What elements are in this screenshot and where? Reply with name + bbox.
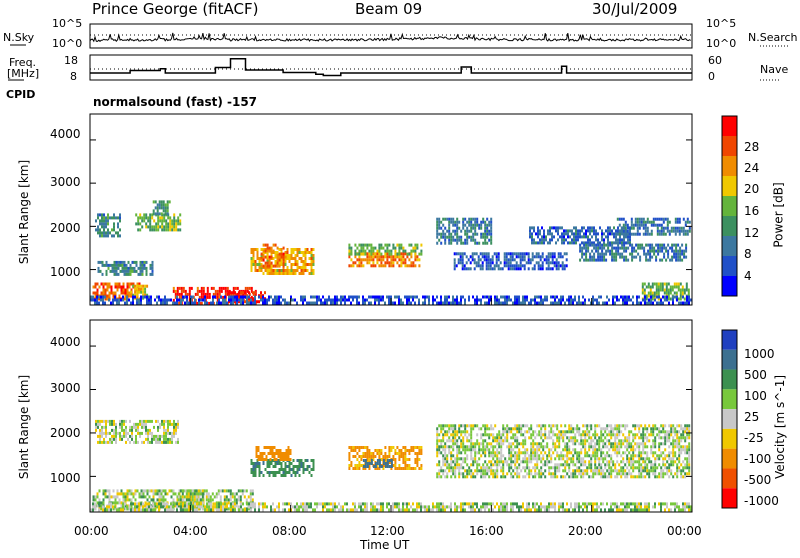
- power-ytick-4000: 4000: [50, 127, 81, 141]
- xtick-1600: 16:00: [469, 524, 504, 538]
- velocity-colorbar-swatch: [722, 330, 737, 350]
- beam-title: Beam 09: [355, 0, 422, 18]
- velocity-cb-tick-500: 500: [744, 368, 767, 382]
- velocity-colorbar-swatch: [722, 409, 737, 429]
- freq-tick-high: 18: [64, 54, 78, 67]
- freq-panel-frame: [90, 55, 692, 80]
- nsky-label: N.Sky: [3, 31, 34, 44]
- power-cell-region-4: [251, 248, 315, 275]
- noise-tick-low-right: 10^0: [706, 37, 736, 50]
- velocity-ylabel: Slant Range [km]: [17, 375, 31, 479]
- power-cell-region-16: [617, 218, 691, 236]
- cpid-label: CPID: [6, 88, 35, 101]
- power-cell-region-14: [529, 226, 631, 244]
- cpid-value: normalsound (fast) -157: [93, 95, 257, 109]
- xlabel: Time UT: [360, 538, 409, 552]
- nave-label: Nave: [760, 63, 788, 76]
- power-cell-region-8: [95, 213, 121, 237]
- noise-tick-high-right: 10^5: [706, 17, 736, 30]
- freq-line: [90, 59, 692, 76]
- velocity-cb-tick-100: 100: [744, 389, 767, 403]
- freq-tick-low: 8: [70, 70, 77, 83]
- nave-tick-high: 60: [708, 54, 722, 67]
- noise-tick-low-left: 10^0: [52, 37, 82, 50]
- power-colorbar-swatch: [722, 196, 737, 216]
- power-panel-frame: [90, 114, 692, 305]
- power-cb-tick-28: 28: [744, 140, 759, 154]
- power-cb-tick-12: 12: [744, 226, 759, 240]
- power-cell-region-12: [436, 218, 492, 245]
- velocity-cb-tick-minus25: -25: [744, 431, 764, 445]
- noise-tick-high-left: 10^5: [52, 17, 82, 30]
- power-cb-tick-8: 8: [744, 247, 752, 261]
- power-ytick-1000: 1000: [50, 265, 81, 279]
- velocity-cell-region-7: [436, 424, 690, 478]
- nsky-line: [90, 33, 691, 42]
- freq-label-2: [MHz]: [7, 67, 39, 80]
- power-colorbar-swatch: [722, 176, 737, 196]
- power-colorbar-swatch: [722, 236, 737, 256]
- velocity-cb-title: Velocity [m s^-1]: [773, 375, 787, 479]
- power-cb-title: Power [dB]: [772, 182, 786, 247]
- power-colorbar-swatch: [722, 216, 737, 236]
- velocity-colorbar-swatch: [722, 429, 737, 449]
- velocity-colorbar-swatch: [722, 468, 737, 488]
- xtick-0000-start: 00:00: [74, 524, 109, 538]
- velocity-colorbar-swatch: [722, 350, 737, 370]
- power-ytick-2000: 2000: [50, 221, 81, 235]
- date-title: 30/Jul/2009: [592, 0, 677, 18]
- power-cb-tick-20: 20: [744, 182, 759, 196]
- power-cell-region-15: [579, 244, 687, 262]
- power-colorbar-swatch: [722, 276, 737, 296]
- power-cell-region-9: [135, 213, 181, 231]
- velocity-colorbar-swatch: [722, 370, 737, 390]
- power-colorbar-swatch: [722, 136, 737, 156]
- velocity-cell-region-2: [95, 420, 179, 444]
- velocity-cb-tick-minus500: -500: [744, 473, 771, 487]
- velocity-panel-frame: [90, 320, 692, 512]
- power-cell-region-10: [153, 200, 171, 215]
- xtick-0000-end: 00:00: [667, 524, 702, 538]
- velocity-colorbar-swatch: [722, 488, 737, 508]
- xtick-1200: 12:00: [370, 524, 405, 538]
- velocity-cb-tick-1000: 1000: [744, 347, 775, 361]
- power-cell-region-13: [454, 252, 568, 270]
- power-ylabel: Slant Range [km]: [17, 160, 31, 264]
- velocity-ytick-4000: 4000: [50, 335, 81, 349]
- power-cb-tick-24: 24: [744, 161, 759, 175]
- station-title: Prince George (fitACF): [92, 0, 258, 18]
- xtick-0800: 08:00: [272, 524, 307, 538]
- velocity-cb-tick-25: 25: [744, 410, 759, 424]
- power-cell-region-11: [98, 261, 154, 276]
- power-colorbar-swatch: [722, 256, 737, 276]
- velocity-ytick-3000: 3000: [50, 381, 81, 395]
- velocity-cb-tick-minus1000: -1000: [744, 494, 779, 508]
- velocity-colorbar-swatch: [722, 449, 737, 469]
- power-colorbar-swatch: [722, 156, 737, 176]
- power-cb-tick-16: 16: [744, 204, 759, 218]
- velocity-cb-tick-minus100: -100: [744, 452, 771, 466]
- velocity-cell-region-4: [256, 446, 292, 461]
- nave-tick-low: 0: [708, 70, 715, 83]
- velocity-cell-region-3: [251, 459, 315, 477]
- power-ytick-3000: 3000: [50, 175, 81, 189]
- power-cb-tick-4: 4: [744, 269, 752, 283]
- xtick-0400: 04:00: [173, 524, 208, 538]
- power-colorbar-swatch: [722, 116, 737, 136]
- nsearch-label: N.Search: [748, 31, 798, 44]
- xtick-2000: 20:00: [568, 524, 603, 538]
- velocity-ytick-1000: 1000: [50, 471, 81, 485]
- velocity-ytick-2000: 2000: [50, 426, 81, 440]
- velocity-colorbar-swatch: [722, 389, 737, 409]
